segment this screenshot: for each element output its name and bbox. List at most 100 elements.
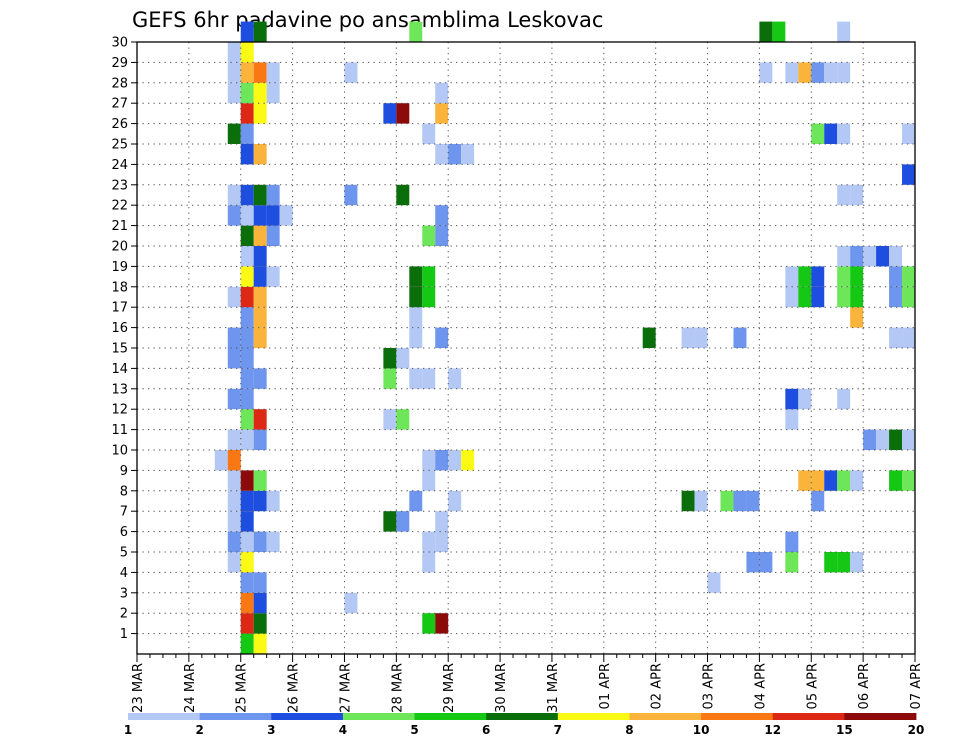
x-tick-label: 23 MAR: [131, 663, 146, 713]
heatmap-cell: [240, 592, 254, 614]
x-tick-label: 26 MAR: [287, 663, 302, 713]
heatmap-cell: [435, 613, 449, 634]
heatmap-cell: [396, 409, 410, 430]
heatmap-cell: [240, 552, 254, 573]
heatmap-cell: [448, 144, 462, 165]
heatmap-cell: [383, 511, 397, 532]
y-tick-label: 27: [111, 97, 128, 112]
heatmap-cell: [889, 470, 903, 491]
heatmap-cell: [227, 388, 241, 410]
y-tick-label: 26: [111, 117, 128, 132]
heatmap-cell: [253, 103, 267, 124]
colorbar-segment: [629, 713, 702, 720]
heatmap-cell: [227, 62, 241, 83]
y-tick-label: 9: [120, 464, 128, 479]
heatmap-cell: [409, 327, 423, 348]
heatmap-cell: [253, 286, 267, 308]
heatmap-cell: [785, 266, 799, 287]
heatmap-cell: [837, 552, 851, 573]
x-tick-label: 02 APR: [650, 663, 665, 709]
heatmap-cell: [798, 388, 812, 410]
heatmap-cell: [266, 62, 280, 83]
heatmap-cell: [253, 490, 267, 512]
heatmap-cell: [396, 103, 410, 124]
heatmap-cell: [253, 225, 267, 246]
heatmap-cell: [889, 286, 903, 308]
heatmap-cell: [253, 368, 267, 389]
heatmap-cell: [746, 490, 760, 512]
heatmap-cell: [694, 327, 708, 348]
heatmap-cell: [850, 552, 864, 573]
x-axis-ticks: 23 MAR 24 MAR 25 MAR 26 MAR 27 MAR 28 MAR 29 M…: [131, 654, 924, 713]
colorbar-segment: [414, 713, 487, 720]
heatmap-cell: [240, 123, 254, 144]
heatmap-cell: [720, 490, 734, 512]
heatmap-cell: [240, 490, 254, 512]
x-tick-label: 31 MAR: [546, 663, 561, 713]
heatmap-cell: [694, 490, 708, 512]
heatmap-cell: [240, 327, 254, 348]
heatmap-cell: [240, 103, 254, 124]
heatmap-cell: [759, 552, 773, 573]
heatmap-cell: [435, 511, 449, 532]
colorbar-segment: [844, 713, 917, 720]
y-tick-label: 10: [111, 444, 128, 459]
heatmap-cell: [240, 531, 254, 552]
heatmap-cell: [240, 409, 254, 430]
heatmap-cell: [227, 511, 241, 532]
heatmap-cell: [772, 21, 786, 42]
heatmap-cell: [811, 286, 825, 308]
y-tick-label: 22: [111, 199, 128, 214]
heatmap-cell: [240, 82, 254, 104]
colorbar-tick-label: 7: [554, 723, 562, 737]
heatmap-cell: [422, 531, 436, 552]
y-tick-label: 18: [111, 280, 128, 295]
heatmap-cell: [266, 184, 280, 206]
heatmap-cell: [409, 368, 423, 389]
y-tick-label: 25: [111, 138, 128, 153]
heatmap-cell: [253, 21, 267, 42]
y-tick-label: 28: [111, 76, 128, 91]
y-tick-label: 21: [111, 219, 128, 234]
y-tick-label: 14: [111, 362, 128, 377]
y-tick-label: 17: [111, 301, 128, 316]
colorbar-tick-label: 15: [836, 723, 853, 737]
heatmap-cell: [240, 246, 254, 267]
heatmap-cell: [279, 205, 293, 226]
heatmap-cell: [227, 82, 241, 104]
heatmap-cell: [733, 490, 747, 512]
heatmap-cell: [798, 470, 812, 491]
heatmap-cell: [435, 450, 449, 471]
y-tick-label: 8: [120, 484, 128, 499]
heatmap-cell: [227, 327, 241, 348]
heatmap-cell: [409, 490, 423, 512]
heatmap-cell: [435, 103, 449, 124]
heatmap-cell: [876, 429, 890, 450]
y-tick-label: 29: [111, 56, 128, 71]
heatmap-cell: [422, 225, 436, 246]
y-tick-label: 12: [111, 403, 128, 418]
heatmap-cell: [435, 205, 449, 226]
heatmap-cell: [266, 531, 280, 552]
heatmap-cell: [448, 490, 462, 512]
heatmap-cell: [759, 62, 773, 83]
heatmap-cell: [448, 368, 462, 389]
heatmap-cell: [409, 307, 423, 328]
x-tick-label: 30 MAR: [494, 663, 509, 713]
heatmap-cell: [435, 144, 449, 165]
heatmap-cell: [850, 470, 864, 491]
heatmap-cell: [785, 286, 799, 308]
heatmap-cell: [824, 552, 838, 573]
heatmap-cell: [422, 552, 436, 573]
heatmap-cell: [409, 286, 423, 308]
heatmap-cell: [396, 348, 410, 369]
heatmap-cell: [227, 552, 241, 573]
heatmap-cell: [240, 613, 254, 634]
heatmap-cell: [422, 266, 436, 287]
heatmap-cell: [889, 429, 903, 450]
heatmap-cell: [266, 205, 280, 226]
heatmap-cell: [240, 144, 254, 165]
heatmap-cell: [889, 327, 903, 348]
heatmap-cell: [253, 144, 267, 165]
heatmap-cell: [253, 429, 267, 450]
